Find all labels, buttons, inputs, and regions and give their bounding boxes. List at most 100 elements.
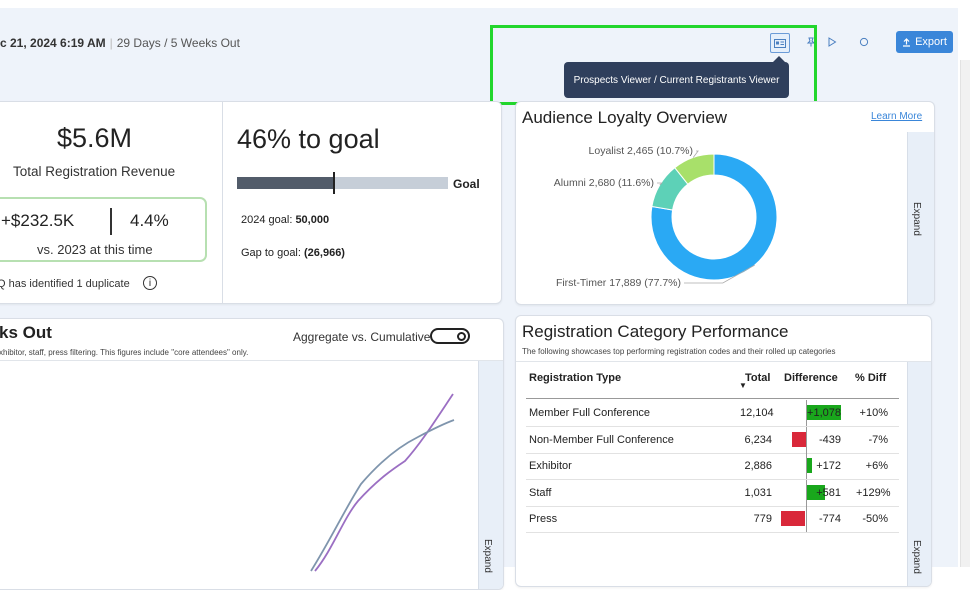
goal-percent-title: 46% to goal xyxy=(237,124,380,154)
weeks-out-trend-card: ks Out xhibitor, staff, press filtering.… xyxy=(0,318,504,590)
row-total: 12,104 xyxy=(740,407,774,419)
aggregate-cumulative-toggle[interactable] xyxy=(430,328,470,344)
diff-axis xyxy=(806,479,807,506)
viewer-tooltip: Prospects Viewer / Current Registrants V… xyxy=(564,56,789,98)
table-row[interactable]: Exhibitor 2,886 +172 +6% xyxy=(526,453,899,480)
expand-label: Expand xyxy=(482,539,493,573)
present-button[interactable] xyxy=(823,33,841,51)
learn-more-link[interactable]: Learn More xyxy=(871,111,923,122)
export-label: Export xyxy=(915,36,947,48)
col-header-total[interactable]: Total xyxy=(745,372,771,384)
play-icon xyxy=(828,37,837,47)
donut-label-loyalist: Loyalist 2,465 (10.7%) xyxy=(589,145,693,157)
goal-target-prefix: 2024 goal: xyxy=(241,214,296,226)
scrollbar-track[interactable] xyxy=(960,60,970,567)
window-scrollbar[interactable] xyxy=(958,0,974,567)
row-total: 1,031 xyxy=(744,486,772,499)
diff-bar xyxy=(807,458,813,473)
donut-leader-line xyxy=(657,182,663,186)
trend-line-chart xyxy=(310,393,455,572)
row-difference: -774 xyxy=(781,506,844,532)
table-row[interactable]: Staff 1,031 +581 +129% xyxy=(526,479,899,507)
goal-gap-prefix: Gap to goal: xyxy=(241,247,304,259)
aggregate-toggle-label: Aggregate vs. Cumulative xyxy=(293,330,431,344)
yoy-divider xyxy=(110,208,112,235)
loyalty-title: Audience Loyalty Overview xyxy=(522,108,728,127)
row-type: Staff xyxy=(529,486,552,499)
registration-category-card: Registration Category Performance The fo… xyxy=(515,315,932,587)
total-revenue-label: Total Registration Revenue xyxy=(13,164,176,179)
diff-value: +172 xyxy=(816,460,841,472)
diff-axis xyxy=(806,453,807,479)
trend-expand-tab[interactable]: Expand xyxy=(478,361,503,589)
yoy-comparison-box: +$232.5K 4.4% vs. 2023 at this time xyxy=(0,197,207,262)
col-header-type[interactable]: Registration Type xyxy=(529,372,622,384)
table-row[interactable]: Non-Member Full Conference 6,234 -439 -7% xyxy=(526,426,899,454)
refresh-icon xyxy=(859,37,869,47)
goal-gap-line: Gap to goal: (26,966) xyxy=(241,247,345,259)
trend-line-current xyxy=(314,393,454,572)
diff-bar xyxy=(807,484,826,500)
tooltip-text: Prospects Viewer / Current Registrants V… xyxy=(573,74,780,86)
donut-slice-first-timer[interactable] xyxy=(650,153,778,281)
goal-target-line: 2024 goal: 50,000 xyxy=(241,214,329,226)
donut-leader-line xyxy=(692,150,699,158)
category-divider xyxy=(516,361,931,362)
export-button[interactable]: Export xyxy=(896,31,953,53)
goal-progress-fill xyxy=(237,177,334,189)
diff-bar xyxy=(807,405,841,420)
goal-progress-marker xyxy=(333,172,335,194)
table-header-rule xyxy=(526,398,899,399)
col-header-difference[interactable]: Difference xyxy=(784,372,838,384)
diff-axis xyxy=(806,400,807,426)
refresh-button[interactable] xyxy=(855,33,873,51)
donut-slice-loyalist[interactable] xyxy=(674,153,715,185)
loyalty-expand-tab[interactable]: Expand xyxy=(907,132,934,304)
diff-bar xyxy=(792,431,806,447)
id-card-icon xyxy=(774,38,786,48)
row-type: Non-Member Full Conference xyxy=(529,433,674,446)
yoy-comparison-label: vs. 2023 at this time xyxy=(37,242,153,257)
audience-loyalty-card: Audience Loyalty Overview Learn More Fir… xyxy=(515,101,935,305)
toggle-knob xyxy=(457,331,466,341)
row-difference: +172 xyxy=(791,453,844,479)
category-subtitle: The following showcases top performing r… xyxy=(522,347,836,356)
sort-desc-icon: ▼ xyxy=(739,381,747,390)
table-row[interactable]: Press 779 -774 -50% xyxy=(526,506,899,533)
diff-value: +581 xyxy=(816,486,841,499)
table-row[interactable]: Member Full Conference 12,104 +1,078 +10% xyxy=(526,400,899,427)
row-type: Exhibitor xyxy=(529,460,572,472)
header-date: c 21, 2024 6:19 AM xyxy=(0,36,106,50)
row-total: 779 xyxy=(753,513,772,525)
goal-bar-label: Goal xyxy=(453,177,480,191)
donut-label-first-timer: First-Timer 17,889 (77.7%) xyxy=(556,277,681,289)
goal-target-value: 50,000 xyxy=(295,214,330,226)
row-difference: +1,078 xyxy=(791,400,844,426)
diff-value: -439 xyxy=(818,433,841,446)
diff-axis xyxy=(806,506,807,532)
diff-axis xyxy=(806,426,807,453)
goal-gap-value: (26,966) xyxy=(304,247,345,259)
revenue-goal-card: $5.6M Total Registration Revenue +$232.5… xyxy=(0,101,502,304)
row-difference: +581 xyxy=(791,479,844,506)
highlight-annotation-box xyxy=(490,25,817,105)
row-type: Press xyxy=(529,513,558,525)
row-pct-diff: -50% xyxy=(862,513,888,525)
category-expand-tab[interactable]: Expand xyxy=(907,362,931,586)
row-total: 2,886 xyxy=(744,460,772,472)
trend-divider xyxy=(0,360,503,361)
expand-label: Expand xyxy=(911,540,922,574)
viewer-toggle-button[interactable] xyxy=(770,33,790,53)
diff-bar xyxy=(781,511,806,526)
header-date-info: c 21, 2024 6:19 AM | 29 Days / 5 Weeks Out xyxy=(0,36,240,50)
col-header-pct-diff[interactable]: % Diff xyxy=(855,372,887,384)
trend-title: ks Out xyxy=(0,323,52,342)
expand-label: Expand xyxy=(911,202,922,236)
row-pct-diff: +129% xyxy=(856,486,891,499)
info-icon[interactable]: i xyxy=(143,276,157,290)
trend-subtitle: xhibitor, staff, press filtering. This f… xyxy=(0,348,249,357)
row-pct-diff: -7% xyxy=(868,433,888,446)
yoy-diff-amount: +$232.5K xyxy=(1,211,75,230)
row-pct-diff: +10% xyxy=(859,407,888,419)
donut-label-alumni: Alumni 2,680 (11.6%) xyxy=(554,177,654,189)
